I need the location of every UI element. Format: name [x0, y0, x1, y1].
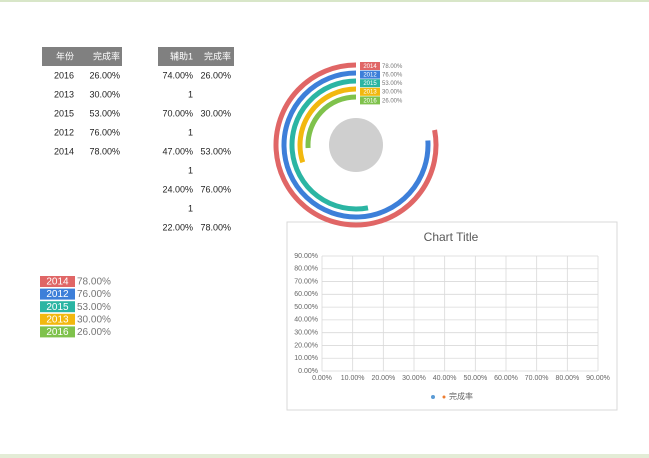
x-tick-label: 30.00% [402, 375, 426, 382]
legend-category: 2013 [46, 314, 69, 325]
table-header: 完成率 [204, 50, 231, 61]
table-header-bg [158, 47, 234, 66]
x-tick-label: 10.00% [341, 375, 365, 382]
chart-title: Chart Title [424, 230, 479, 244]
legend-marker [431, 395, 435, 399]
ring-label-value: 76.00% [382, 72, 403, 78]
table-cell: 2015 [54, 108, 74, 118]
y-tick-label: 60.00% [294, 291, 318, 298]
y-tick-label: 70.00% [294, 278, 318, 285]
ring-label-value: 30.00% [382, 90, 403, 96]
ring-label-category: 2015 [363, 81, 377, 87]
table-cell: 78.00% [200, 222, 231, 232]
legend-category: 2016 [46, 327, 69, 338]
ring-label-category: 2013 [363, 90, 377, 96]
y-tick-label: 50.00% [294, 304, 318, 311]
ring-arc [297, 86, 357, 164]
y-tick-label: 30.00% [294, 330, 318, 337]
table-cell: 70.00% [162, 108, 193, 118]
table-cell: 2012 [54, 127, 74, 137]
table-cell: 2014 [54, 146, 74, 156]
table-cell: 22.00% [162, 222, 193, 232]
ring-label-category: 2016 [363, 98, 377, 104]
bottom-border [0, 454, 649, 458]
ring-arc [273, 62, 439, 228]
ring-label-box [360, 87, 380, 96]
table-cell: 53.00% [89, 108, 120, 118]
ring-label-value: 53.00% [382, 81, 403, 87]
y-tick-label: 20.00% [294, 342, 318, 349]
table-cell: 76.00% [89, 127, 120, 137]
x-tick-label: 0.00% [312, 375, 332, 382]
ring-arc [289, 78, 369, 212]
legend-category: 2015 [46, 302, 69, 313]
legend-box [40, 326, 75, 338]
table-cell: 53.00% [200, 146, 231, 156]
legend-value: 30.00% [77, 314, 111, 325]
center-disc [329, 118, 383, 172]
top-border [0, 0, 649, 2]
ring-label-category: 2012 [363, 72, 377, 78]
legend-label: 完成率 [449, 391, 473, 401]
x-tick-label: 50.00% [463, 375, 487, 382]
legend-category: 2014 [46, 277, 69, 288]
y-tick-label: 80.00% [294, 266, 318, 273]
legend-value: 76.00% [77, 289, 111, 300]
table-cell: 1 [188, 165, 193, 175]
table-cell: 26.00% [89, 70, 120, 80]
legend-box [40, 276, 75, 287]
table-cell: 2016 [54, 70, 74, 80]
table-cell: 26.00% [200, 70, 231, 80]
ring-label-category: 2014 [363, 64, 377, 70]
ring-label-value: 78.00% [382, 64, 403, 70]
legend-category: 2012 [46, 289, 69, 300]
legend-bullet [442, 395, 446, 399]
x-tick-label: 20.00% [371, 375, 395, 382]
table-cell: 76.00% [200, 184, 231, 194]
table-header: 完成率 [93, 50, 120, 61]
y-tick-label: 10.00% [294, 355, 318, 362]
table-header-bg [42, 47, 122, 66]
ring-label-value: 26.00% [382, 98, 403, 104]
table-cell: 30.00% [89, 89, 120, 99]
legend-box [40, 301, 75, 313]
ring-arc [281, 70, 431, 220]
x-tick-label: 70.00% [525, 375, 549, 382]
ring-arc [305, 94, 357, 149]
table-cell: 74.00% [162, 70, 193, 80]
ring-label-box [360, 79, 380, 88]
table-header: 年份 [56, 50, 74, 61]
table-cell: 24.00% [162, 184, 193, 194]
chart-frame [286, 221, 618, 411]
table-cell: 1 [188, 89, 193, 99]
x-tick-label: 40.00% [433, 375, 457, 382]
x-tick-label: 80.00% [555, 375, 579, 382]
table-cell: 1 [188, 203, 193, 213]
table-cell: 47.00% [162, 146, 193, 156]
y-tick-label: 90.00% [294, 253, 318, 260]
y-tick-label: 40.00% [294, 317, 318, 324]
x-tick-label: 60.00% [494, 375, 518, 382]
legend-box [40, 313, 75, 325]
legend-value: 78.00% [77, 277, 111, 288]
legend-box [40, 288, 75, 300]
table-cell: 78.00% [89, 146, 120, 156]
ring-label-box [360, 62, 380, 70]
legend-value: 53.00% [77, 302, 111, 313]
x-tick-label: 90.00% [586, 375, 610, 382]
table-cell: 2013 [54, 89, 74, 99]
table-cell: 30.00% [200, 108, 231, 118]
y-tick-label: 0.00% [298, 368, 318, 375]
ring-label-box [360, 70, 380, 79]
table-cell: 1 [188, 127, 193, 137]
table-header: 辅助1 [170, 50, 193, 61]
legend-value: 26.00% [77, 327, 111, 338]
ring-label-box [360, 96, 380, 105]
